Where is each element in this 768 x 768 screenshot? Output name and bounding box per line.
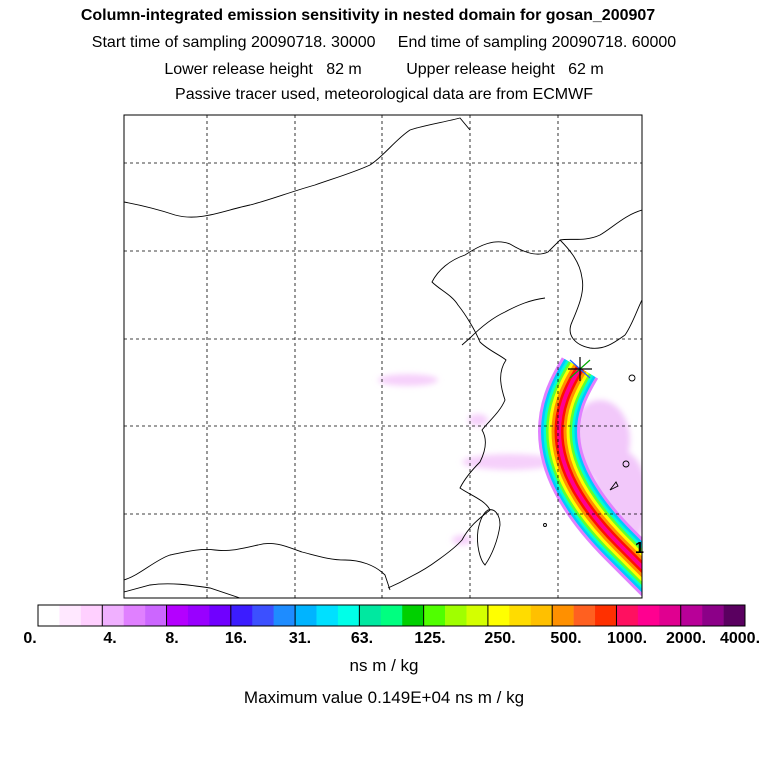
small-islands [543,374,636,527]
lower-release-height: Lower release height 82 m [164,61,362,78]
sampling-end: End time of sampling 20090718. 60000 [397,34,677,51]
colorbar-tick-label: 31. [288,630,312,647]
colorbar-swatch [680,605,703,626]
colorbar-swatch [187,605,210,626]
colorbar-swatch [637,605,660,626]
map-frame [123,114,643,599]
colorbar-swatch [230,605,253,626]
colorbar-swatch [59,605,82,626]
colorbar-swatch [573,605,596,626]
colorbar-swatch [38,605,60,626]
map-area [124,115,642,598]
colorbar-swatch [423,605,446,626]
graticule [124,115,642,598]
colorbar-tick-label: 250. [484,630,516,647]
colorbar-tick-label: 2000. [665,630,707,647]
coastlines [124,117,642,598]
taiwan-island [477,509,501,566]
receptor-marker [568,357,592,381]
colorbar-swatch [530,605,553,626]
colorbar-swatch [659,605,682,626]
colorbar-swatch [380,605,403,626]
colorbar-units: ns m / kg [349,656,419,675]
colorbar-tick-label: 8. [165,630,179,647]
release-heights: Lower release height 82 m Upper release … [0,60,768,80]
plot-title: Column-integrated emission sensitivity i… [80,7,656,24]
sampling-times: Start time of sampling 20090718. 30000 E… [0,33,768,53]
colorbar-swatch [595,605,617,626]
colorbar [37,604,746,627]
maximum-value: Maximum value 0.149E+04 ns m / kg [243,688,525,707]
colorbar-swatch [466,605,489,626]
colorbar-swatch [337,605,360,626]
colorbar-swatch [445,605,467,626]
colorbar-swatch [723,605,746,626]
colorbar-swatch [359,605,382,626]
colorbar-tick-label: 0. [23,630,37,647]
colorbar-swatch [145,605,167,626]
colorbar-swatch [487,605,510,626]
colorbar-swatch [80,605,103,626]
colorbar-swatch [102,605,124,626]
colorbar-swatch [252,605,274,626]
colorbar-swatch [273,605,296,626]
tracer-info: Passive tracer used, meteorological data… [175,86,593,103]
colorbar-swatch [295,605,317,626]
colorbar-swatch [702,605,724,626]
colorbar-swatch [509,605,532,626]
colorbar-tick-label: 63. [350,630,374,647]
colorbar-tick-label: 1000. [606,630,648,647]
colorbar-swatch [209,605,232,626]
colorbar-swatch [316,605,339,626]
upper-release-height: Upper release height 62 m [406,61,604,78]
colorbar-tick-label: 4000. [719,630,761,647]
colorbar-swatch [552,605,574,626]
colorbar-swatch [166,605,189,626]
colorbar-tick-label: 16. [224,630,248,647]
emission-sensitivity-plume [538,357,642,597]
colorbar-tick-label: 4. [103,630,117,647]
colorbar-tick-label: 125. [414,630,446,647]
colorbar-swatch [123,605,146,626]
colorbar-frame [37,604,746,627]
sampling-start: Start time of sampling 20090718. 30000 [91,34,376,51]
plume-label: 1 [635,540,644,557]
colorbar-swatch [402,605,424,626]
colorbar-swatch [616,605,639,626]
colorbar-tick-label: 500. [550,630,582,647]
